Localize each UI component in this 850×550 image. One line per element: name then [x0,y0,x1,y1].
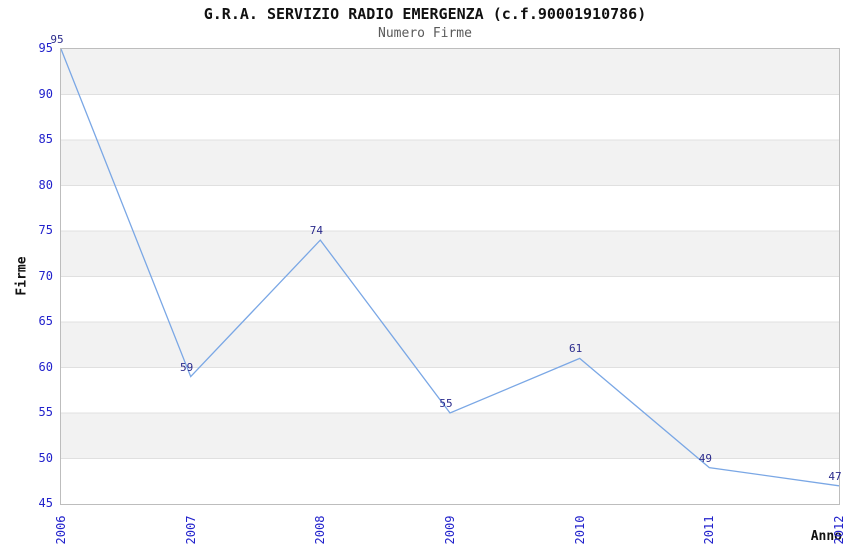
y-tick-label: 90 [38,86,53,101]
plot-band [61,413,839,459]
y-tick-label: 80 [38,177,53,192]
x-tick-label: 2012 [832,515,846,545]
plot-band [61,185,839,231]
plot-band [61,276,839,322]
plot-band [61,458,839,504]
data-point-label: 47 [828,469,842,483]
x-tick-label: 2006 [54,515,68,545]
y-tick-label: 50 [38,450,53,465]
plot-band [61,231,839,277]
data-point-label: 49 [698,451,712,465]
plot-band [61,140,839,186]
y-tick-label: 75 [38,223,53,237]
x-axis-title: Anno [810,529,842,544]
line-chart-svg [61,49,839,504]
x-tick-label: 2008 [313,515,328,545]
y-tick-label: 60 [38,359,53,374]
data-point-label: 74 [309,224,323,238]
data-point-label: 59 [180,360,194,374]
x-tick-label: 2007 [183,515,198,545]
y-tick-label: 45 [38,496,53,510]
data-point-label: 61 [569,342,583,356]
data-point-label: 55 [439,397,453,410]
plot-area [60,48,840,505]
x-tick-label: 2010 [572,515,587,545]
y-tick-label: 65 [38,314,53,328]
y-tick-label: 70 [38,268,53,283]
line-series [61,49,839,487]
y-tick-label: 85 [38,132,53,146]
y-tick-label: 95 [38,41,53,55]
x-tick-label: 2009 [443,515,457,545]
data-point-label: 95 [50,33,64,46]
chart-title: G.R.A. SERVIZIO RADIO EMERGENZA (c.f.900… [203,5,647,23]
y-tick-label: 55 [38,405,53,419]
x-tick-label: 2011 [702,515,717,545]
chart-subtitle: Numero Firme [378,26,472,41]
plot-band [61,322,839,368]
plot-band [61,49,839,95]
plot-band [61,94,839,140]
